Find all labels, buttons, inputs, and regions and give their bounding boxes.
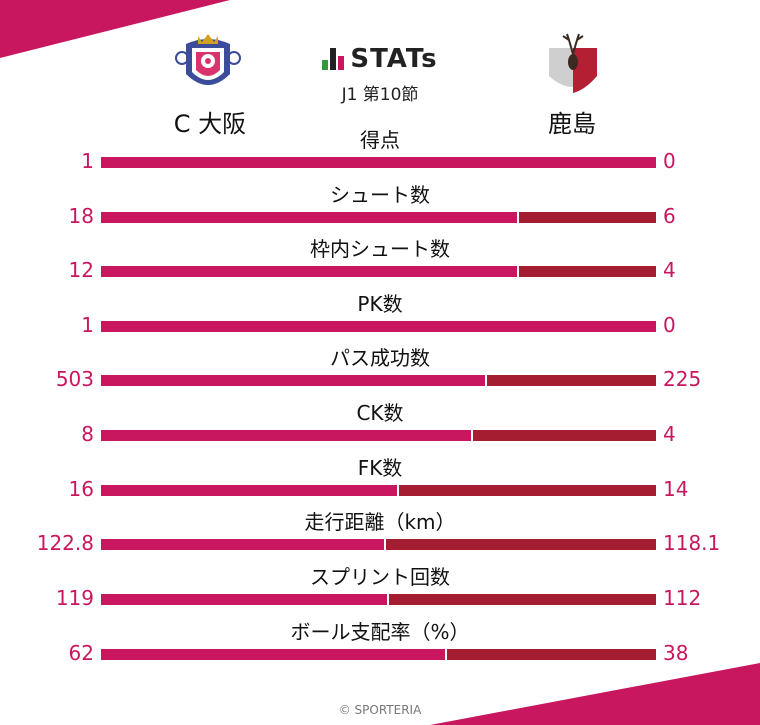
stat-home-value: 122.8 [36, 531, 94, 555]
stat-label: FK数 [357, 456, 403, 480]
stats-logo: STATs [0, 44, 760, 74]
stat-home-value: 62 [68, 641, 94, 665]
stat-home-value: 503 [55, 367, 94, 391]
credit-text: © SPORTERIA [338, 703, 422, 717]
stat-bar-home [101, 485, 397, 496]
stat-home-value: 119 [55, 586, 94, 610]
stat-bar-away [386, 539, 656, 550]
stat-bar-home [101, 649, 445, 660]
stat-bar-home [101, 157, 656, 168]
stat-bar-away [473, 430, 656, 441]
stat-label: ボール支配率（%） [290, 620, 470, 644]
stat-bar-away [519, 266, 656, 277]
home-team-crest-icon [175, 34, 241, 85]
j-league-logo-icon [322, 48, 345, 70]
stat-row: ボール支配率（%） 62 38 [0, 620, 760, 675]
stat-bar [101, 485, 656, 496]
stat-bar [101, 321, 656, 332]
stat-bar [101, 266, 656, 277]
stat-bar-home [101, 539, 384, 550]
stat-bar-home [101, 212, 517, 223]
corner-decoration-bottom-right [430, 663, 760, 725]
stat-bar-away [519, 212, 656, 223]
stat-bar-home [101, 430, 471, 441]
stat-home-value: 1 [81, 313, 94, 337]
away-team-crest-icon [549, 33, 597, 93]
away-team-name: 鹿島 [548, 110, 596, 138]
stat-label: パス成功数 [330, 346, 430, 370]
stat-label: PK数 [357, 292, 403, 316]
stat-home-value: 1 [81, 149, 94, 173]
stat-bar-away [447, 649, 656, 660]
stat-label: 枠内シュート数 [310, 237, 450, 261]
match-round: J1 第10節 [341, 85, 419, 105]
stat-label: CK数 [356, 401, 404, 425]
stat-row: CK数 8 4 [0, 401, 760, 456]
stat-label: 得点 [360, 128, 400, 152]
stat-home-value: 12 [68, 258, 94, 282]
stat-away-value: 4 [663, 258, 676, 282]
stat-bar [101, 375, 656, 386]
stat-bar-away [389, 594, 656, 605]
stat-away-value: 112 [663, 586, 702, 610]
stat-away-value: 0 [663, 313, 676, 337]
stat-bar-home [101, 375, 485, 386]
stat-bar-away [399, 485, 656, 496]
stat-home-value: 18 [68, 204, 94, 228]
stat-row: パス成功数 503 225 [0, 346, 760, 401]
stat-label: スプリント回数 [310, 565, 450, 589]
stat-row: スプリント回数 119 112 [0, 565, 760, 620]
stat-away-value: 4 [663, 422, 676, 446]
stat-away-value: 14 [663, 477, 689, 501]
stat-away-value: 6 [663, 204, 676, 228]
stat-away-value: 118.1 [663, 531, 721, 555]
stat-row: 枠内シュート数 12 4 [0, 237, 760, 292]
match-header: C 大阪 鹿島 STATs J1 第10節 [0, 0, 760, 140]
stat-row: 走行距離（km） 122.8 118.1 [0, 510, 760, 565]
logo-text: STATs [350, 44, 438, 74]
stat-home-value: 16 [68, 477, 94, 501]
stat-row: FK数 16 14 [0, 456, 760, 511]
stat-home-value: 8 [81, 422, 94, 446]
home-team-name: C 大阪 [173, 110, 247, 138]
stat-away-value: 225 [663, 367, 702, 391]
stat-bar-home [101, 321, 656, 332]
stat-bar [101, 430, 656, 441]
stat-bar [101, 594, 656, 605]
stat-bar [101, 539, 656, 550]
stat-bar-home [101, 266, 517, 277]
stat-away-value: 38 [663, 641, 689, 665]
stat-bar [101, 212, 656, 223]
stat-bar [101, 649, 656, 660]
stat-row: シュート数 18 6 [0, 183, 760, 238]
stat-bar-home [101, 594, 387, 605]
stat-row: 得点 1 0 [0, 128, 760, 183]
stat-away-value: 0 [663, 149, 676, 173]
stat-label: 走行距離（km） [304, 510, 456, 534]
stat-bar [101, 157, 656, 168]
stat-label: シュート数 [330, 183, 430, 207]
stat-row: PK数 1 0 [0, 292, 760, 347]
stat-bar-away [487, 375, 656, 386]
